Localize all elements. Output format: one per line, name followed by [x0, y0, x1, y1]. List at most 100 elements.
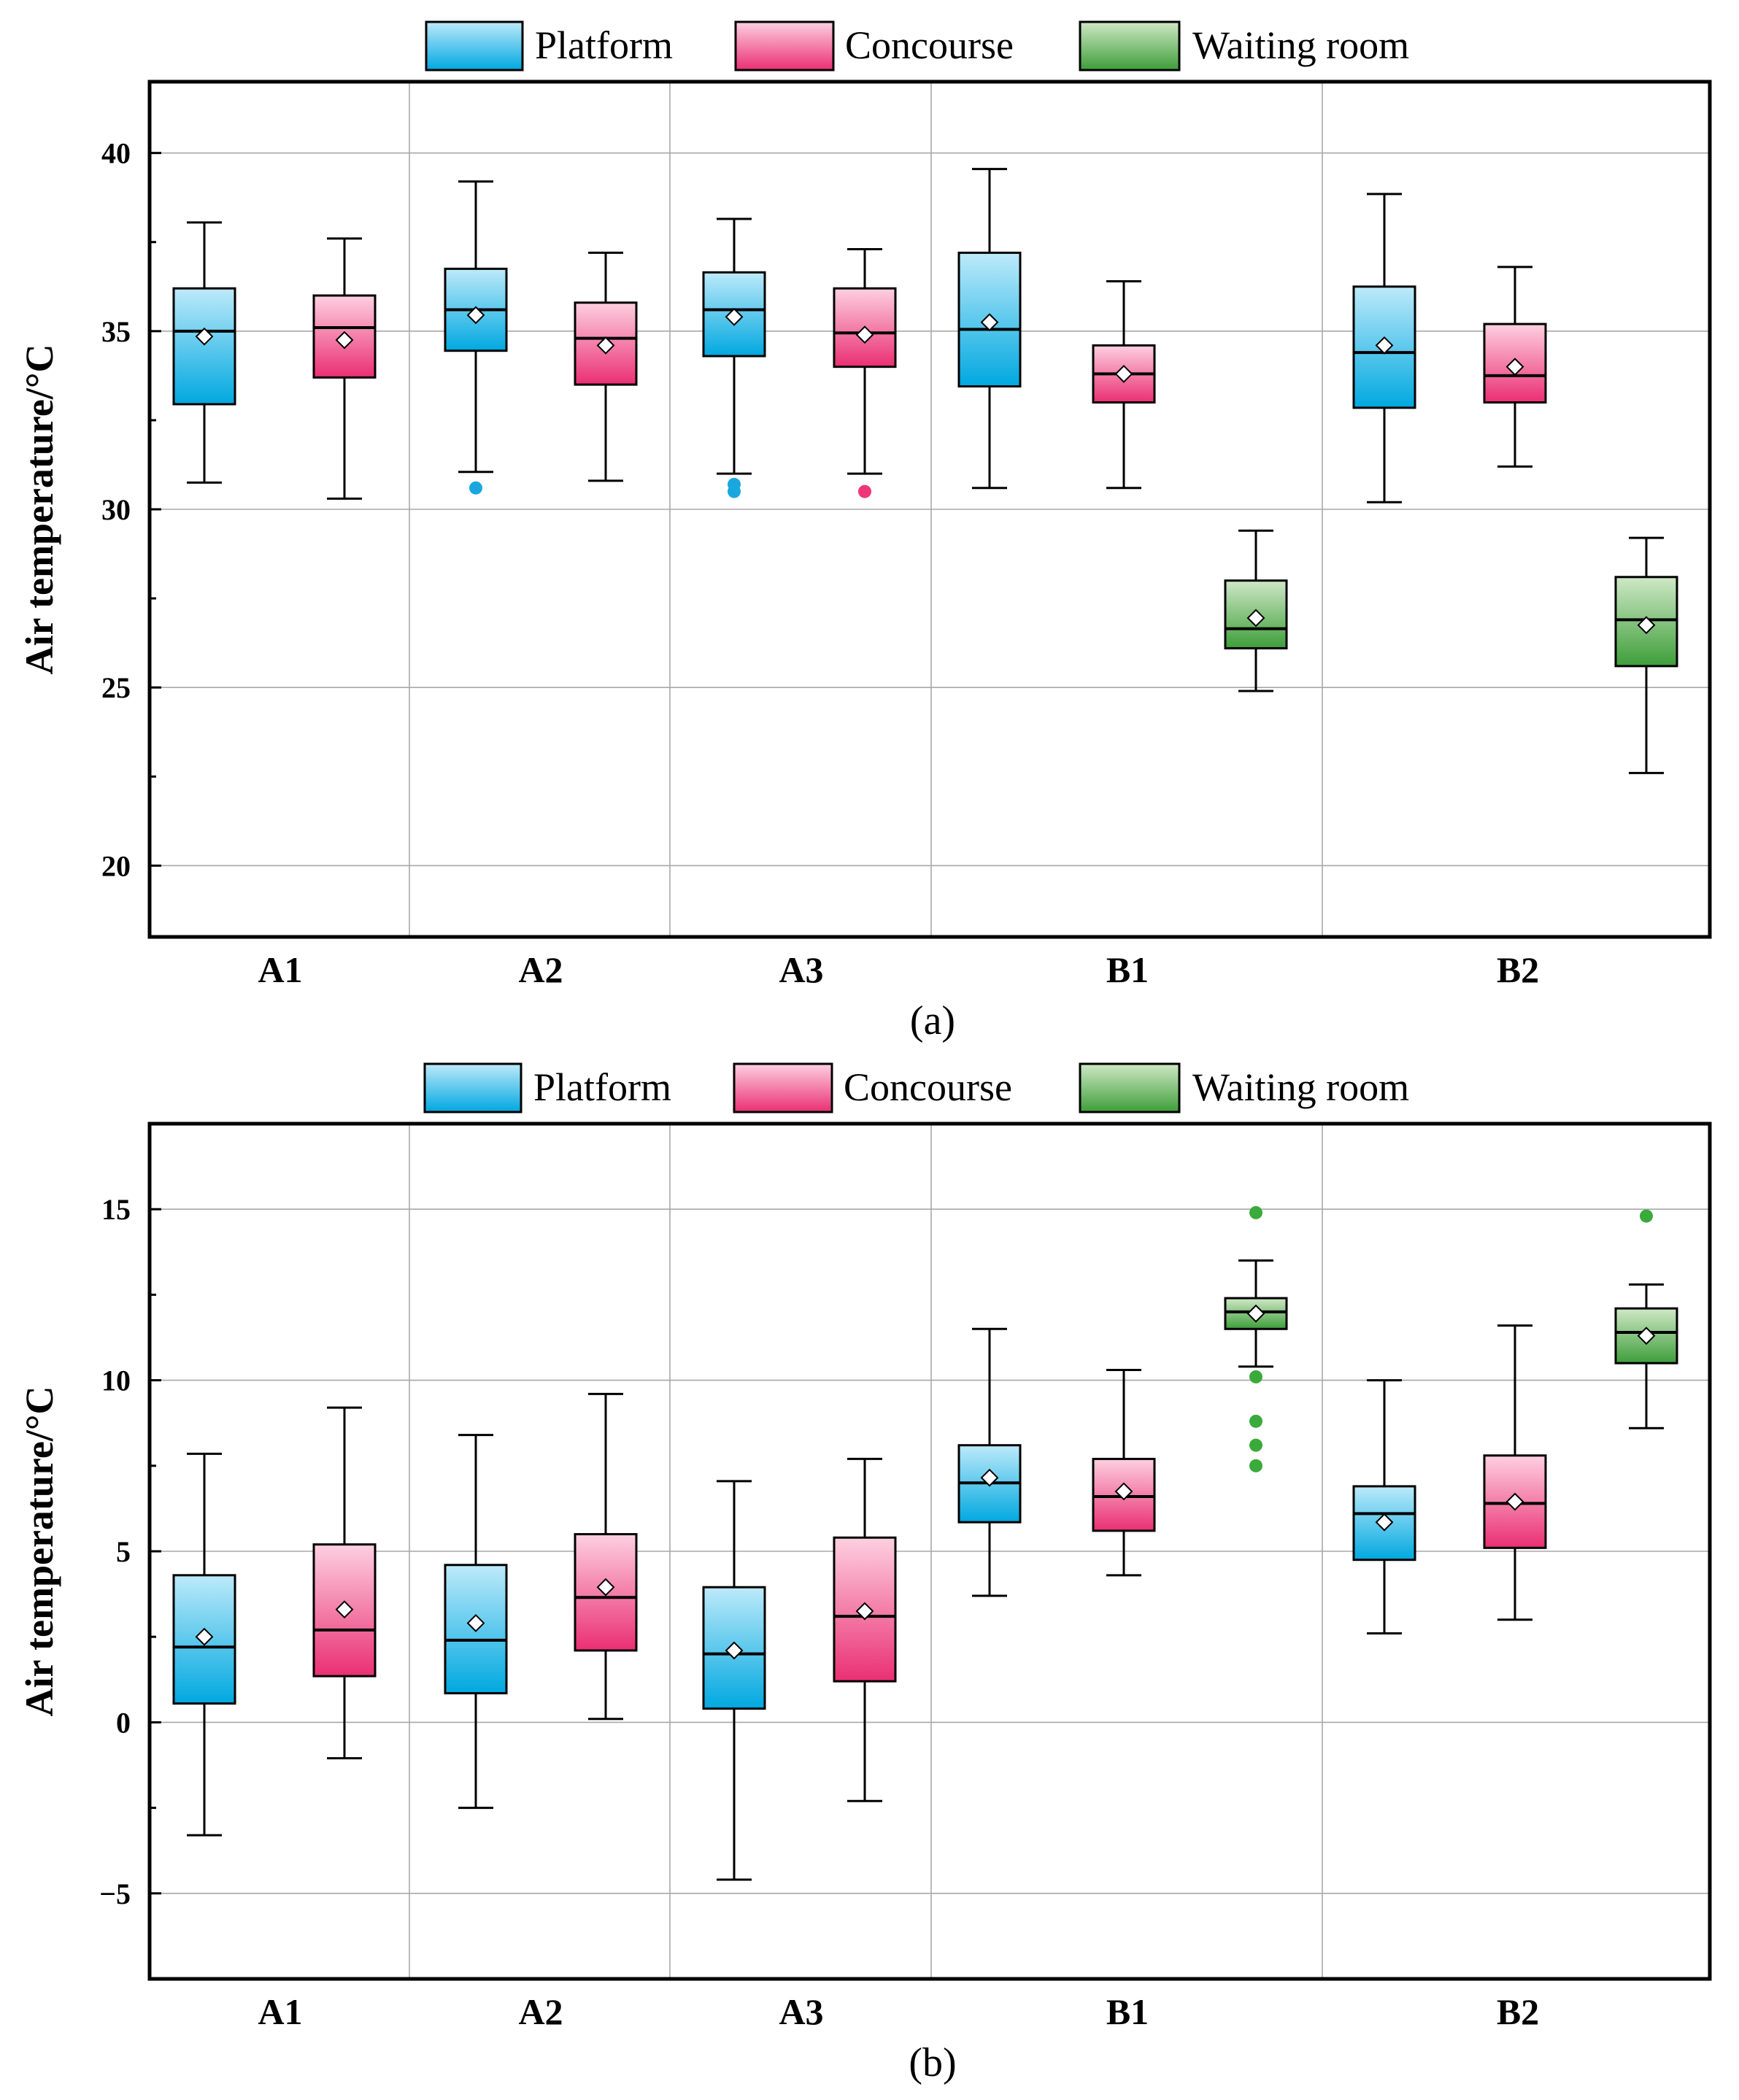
mean-marker [466, 1614, 485, 1632]
box-concourse-b2 [1483, 1324, 1547, 1621]
x-tick-label-b1: B1 [1106, 1991, 1149, 2032]
box-platform-a3 [702, 1480, 766, 1881]
mean-marker [335, 331, 354, 350]
y-tick-label: 20 [101, 849, 131, 882]
outlier-point [728, 477, 741, 491]
chart-panel-b: Platform Concourse Waiting room −5 0 5 10 15… [18, 1062, 1712, 2085]
x-tick-label-b2: B2 [1497, 949, 1539, 990]
mean-marker [195, 327, 214, 346]
legend-label-waiting-room: Waiting room [1192, 1065, 1409, 1109]
mean-marker [980, 1468, 999, 1487]
legend-item-waiting-room: Waiting room [1079, 1062, 1409, 1113]
legend-swatch-concourse [733, 1062, 833, 1113]
box-platform-a3 [702, 217, 766, 498]
box-platform-a1 [172, 221, 236, 484]
box-platform-b2 [1352, 1379, 1416, 1635]
y-tick-label: −5 [99, 1877, 131, 1910]
box-concourse-a3 [833, 248, 897, 498]
box-platform-b2 [1352, 193, 1416, 503]
box-concourse-a1 [312, 1406, 377, 1760]
legend-item-platform: Platform [423, 1062, 671, 1113]
panel-label-a: (a) [910, 998, 955, 1043]
mean-marker [1246, 1304, 1265, 1323]
x-tick-label-a3: A3 [779, 1991, 823, 2032]
mean-marker [596, 336, 615, 355]
x-tick-label-b2: B2 [1497, 1991, 1539, 2032]
mean-marker [1505, 1492, 1524, 1511]
legend-swatch-waiting-room [1079, 1062, 1181, 1113]
mean-marker [855, 325, 874, 344]
outlier-point [1249, 1414, 1262, 1428]
outlier-point [1249, 1459, 1262, 1472]
plot-frame [147, 1122, 1712, 1981]
outlier-point [1249, 1438, 1262, 1452]
y-tick-label: 30 [101, 493, 131, 526]
outlier-point [1640, 1209, 1653, 1223]
y-axis-label: Air temperature/°C [18, 344, 61, 675]
box-platform-a2 [444, 1434, 508, 1810]
x-tick-label-a2: A2 [518, 1991, 563, 2032]
legend-label-platform: Platform [533, 1065, 671, 1109]
legend-swatch-concourse [734, 20, 835, 72]
mean-marker [1375, 1513, 1394, 1532]
legend-label-concourse: Concourse [845, 23, 1014, 67]
legend-item-concourse: Concourse [734, 20, 1014, 72]
box-concourse-a1 [312, 237, 377, 500]
boxes [172, 1205, 1678, 1881]
legend-label-concourse: Concourse [844, 1065, 1012, 1109]
mean-marker [725, 1641, 744, 1660]
outlier-point [1249, 1370, 1262, 1383]
legend: Platform Concourse Waiting room [423, 1062, 1409, 1113]
box-waiting-room-b1 [1224, 1205, 1288, 1472]
x-tick-labels: A1 A2 A3 B1 B2 [258, 949, 1539, 990]
mean-marker [1114, 1482, 1133, 1501]
y-axis-label: Air temperature/°C [18, 1386, 61, 1717]
y-tick-label: 5 [116, 1535, 131, 1568]
mean-marker [466, 306, 485, 325]
legend-item-waiting-room: Waiting room [1079, 20, 1409, 72]
box-waiting-room-b1 [1224, 529, 1288, 692]
x-tick-label-a1: A1 [258, 1991, 302, 2032]
x-tick-label-a3: A3 [779, 949, 823, 990]
box-platform-b1 [957, 168, 1022, 490]
legend-swatch-platform [425, 20, 524, 72]
box-iqr [1352, 285, 1416, 409]
mean-marker [1114, 365, 1133, 383]
mean-marker [1375, 336, 1394, 355]
y-ticks: 20 25 30 35 40 [101, 137, 161, 882]
mean-marker [1505, 358, 1524, 377]
legend-label-waiting-room: Waiting room [1192, 23, 1409, 67]
mean-marker [1637, 1327, 1656, 1346]
grid [150, 1124, 1710, 1979]
box-iqr [172, 287, 236, 406]
y-tick-label: 0 [116, 1706, 131, 1739]
box-concourse-b1 [1092, 279, 1156, 490]
legend-label-platform: Platform [535, 23, 673, 67]
box-platform-b1 [957, 1327, 1022, 1597]
box-concourse-a3 [833, 1457, 897, 1802]
mean-marker [335, 1600, 354, 1619]
box-concourse-b2 [1483, 266, 1547, 468]
mean-marker [195, 1627, 214, 1646]
x-tick-labels: A1 A2 A3 B1 B2 [258, 1991, 1539, 2032]
y-ticks: −5 0 5 10 15 [99, 1193, 161, 1910]
legend-item-concourse: Concourse [733, 1062, 1012, 1113]
grid [150, 82, 1710, 937]
legend-swatch-waiting-room [1079, 20, 1181, 72]
outlier-point [1249, 1205, 1262, 1219]
y-tick-label: 40 [101, 137, 131, 170]
y-tick-label: 15 [101, 1193, 131, 1226]
plot-frame [147, 80, 1712, 939]
x-tick-label-a2: A2 [518, 949, 563, 990]
y-tick-label: 35 [101, 315, 131, 348]
box-concourse-a2 [574, 251, 638, 482]
panel-label-b: (b) [909, 2040, 956, 2085]
mean-marker [855, 1602, 874, 1621]
mean-marker [725, 307, 744, 326]
box-waiting-room-b2 [1614, 1209, 1678, 1429]
mean-marker [596, 1578, 615, 1597]
y-tick-label: 25 [101, 671, 131, 704]
mean-marker [980, 313, 999, 332]
boxes [172, 168, 1678, 774]
box-waiting-room-b2 [1614, 536, 1678, 774]
